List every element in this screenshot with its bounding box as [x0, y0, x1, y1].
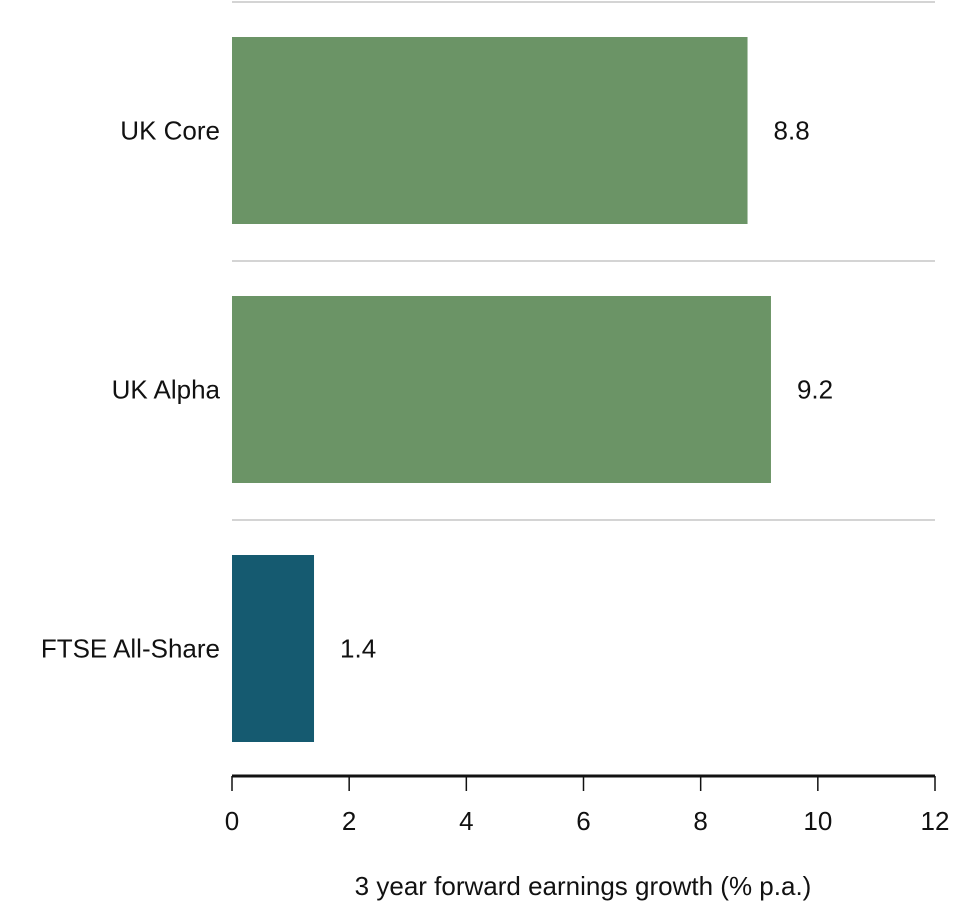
value-label: 9.2 — [797, 375, 833, 405]
category-label: UK Alpha — [112, 375, 221, 405]
bars-group — [232, 37, 771, 742]
value-labels-group: 8.8 9.2 1.4 — [340, 116, 833, 664]
category-label: FTSE All-Share — [41, 634, 220, 664]
category-labels-group: UK Core UK Alpha FTSE All-Share — [41, 116, 221, 664]
x-axis: 0 2 4 6 8 10 12 — [225, 774, 950, 836]
bar-uk-alpha — [232, 296, 771, 483]
category-label: UK Core — [120, 116, 220, 146]
x-tick-label: 6 — [576, 806, 590, 836]
x-tick-label: 0 — [225, 806, 239, 836]
value-label: 1.4 — [340, 634, 376, 664]
category-separators — [232, 1, 935, 521]
bar-uk-core — [232, 37, 748, 224]
x-tick-label: 4 — [459, 806, 473, 836]
x-tick-label: 2 — [342, 806, 356, 836]
value-label: 8.8 — [774, 116, 810, 146]
bar-ftse-all-share — [232, 555, 315, 742]
x-tick-label: 8 — [693, 806, 707, 836]
x-tick-label: 10 — [803, 806, 832, 836]
x-axis-title: 3 year forward earnings growth (% p.a.) — [355, 871, 812, 901]
x-tick-label: 12 — [921, 806, 950, 836]
